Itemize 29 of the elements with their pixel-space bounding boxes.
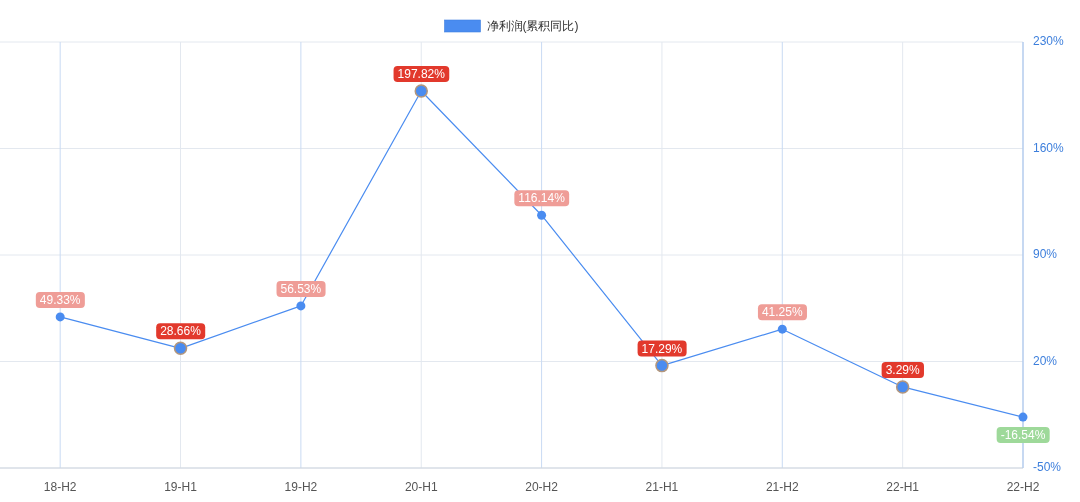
point (777, 324, 787, 334)
y-tick-label: 160% (1033, 140, 1065, 155)
data-label: 56.53% (280, 281, 322, 296)
x-tick-label: 22-H1 (886, 480, 920, 494)
data-label: 17.29% (641, 341, 683, 356)
legend-label: 净利润(累积同比) (486, 19, 579, 33)
data-label: 41.25% (761, 305, 803, 320)
y-tick-label: -50% (1033, 460, 1062, 475)
y-tick-label: 230% (1033, 34, 1065, 49)
data-label: 116.14% (518, 191, 566, 206)
x-tick-label: 19-H2 (284, 480, 318, 494)
data-label: 197.82% (397, 66, 446, 81)
x-tick-label: 18-H2 (43, 480, 77, 494)
x-tick-label: 21-H1 (645, 480, 679, 494)
data-label: -16.54% (1000, 428, 1046, 443)
point (55, 312, 65, 322)
y-tick-label: 20% (1033, 353, 1058, 368)
point (537, 210, 547, 220)
y-tick-label: 90% (1033, 247, 1058, 262)
point (1018, 412, 1028, 422)
x-tick-label: 22-H2 (1006, 480, 1040, 494)
x-tick-label: 19-H1 (164, 480, 198, 494)
data-label: 28.66% (160, 324, 202, 339)
x-tick-label: 20-H1 (404, 480, 438, 494)
x-tick-label: 20-H2 (525, 480, 559, 494)
data-label: 3.29% (885, 362, 920, 377)
x-tick-label: 21-H2 (765, 480, 799, 494)
point (296, 301, 306, 311)
data-label: 49.33% (39, 292, 81, 307)
